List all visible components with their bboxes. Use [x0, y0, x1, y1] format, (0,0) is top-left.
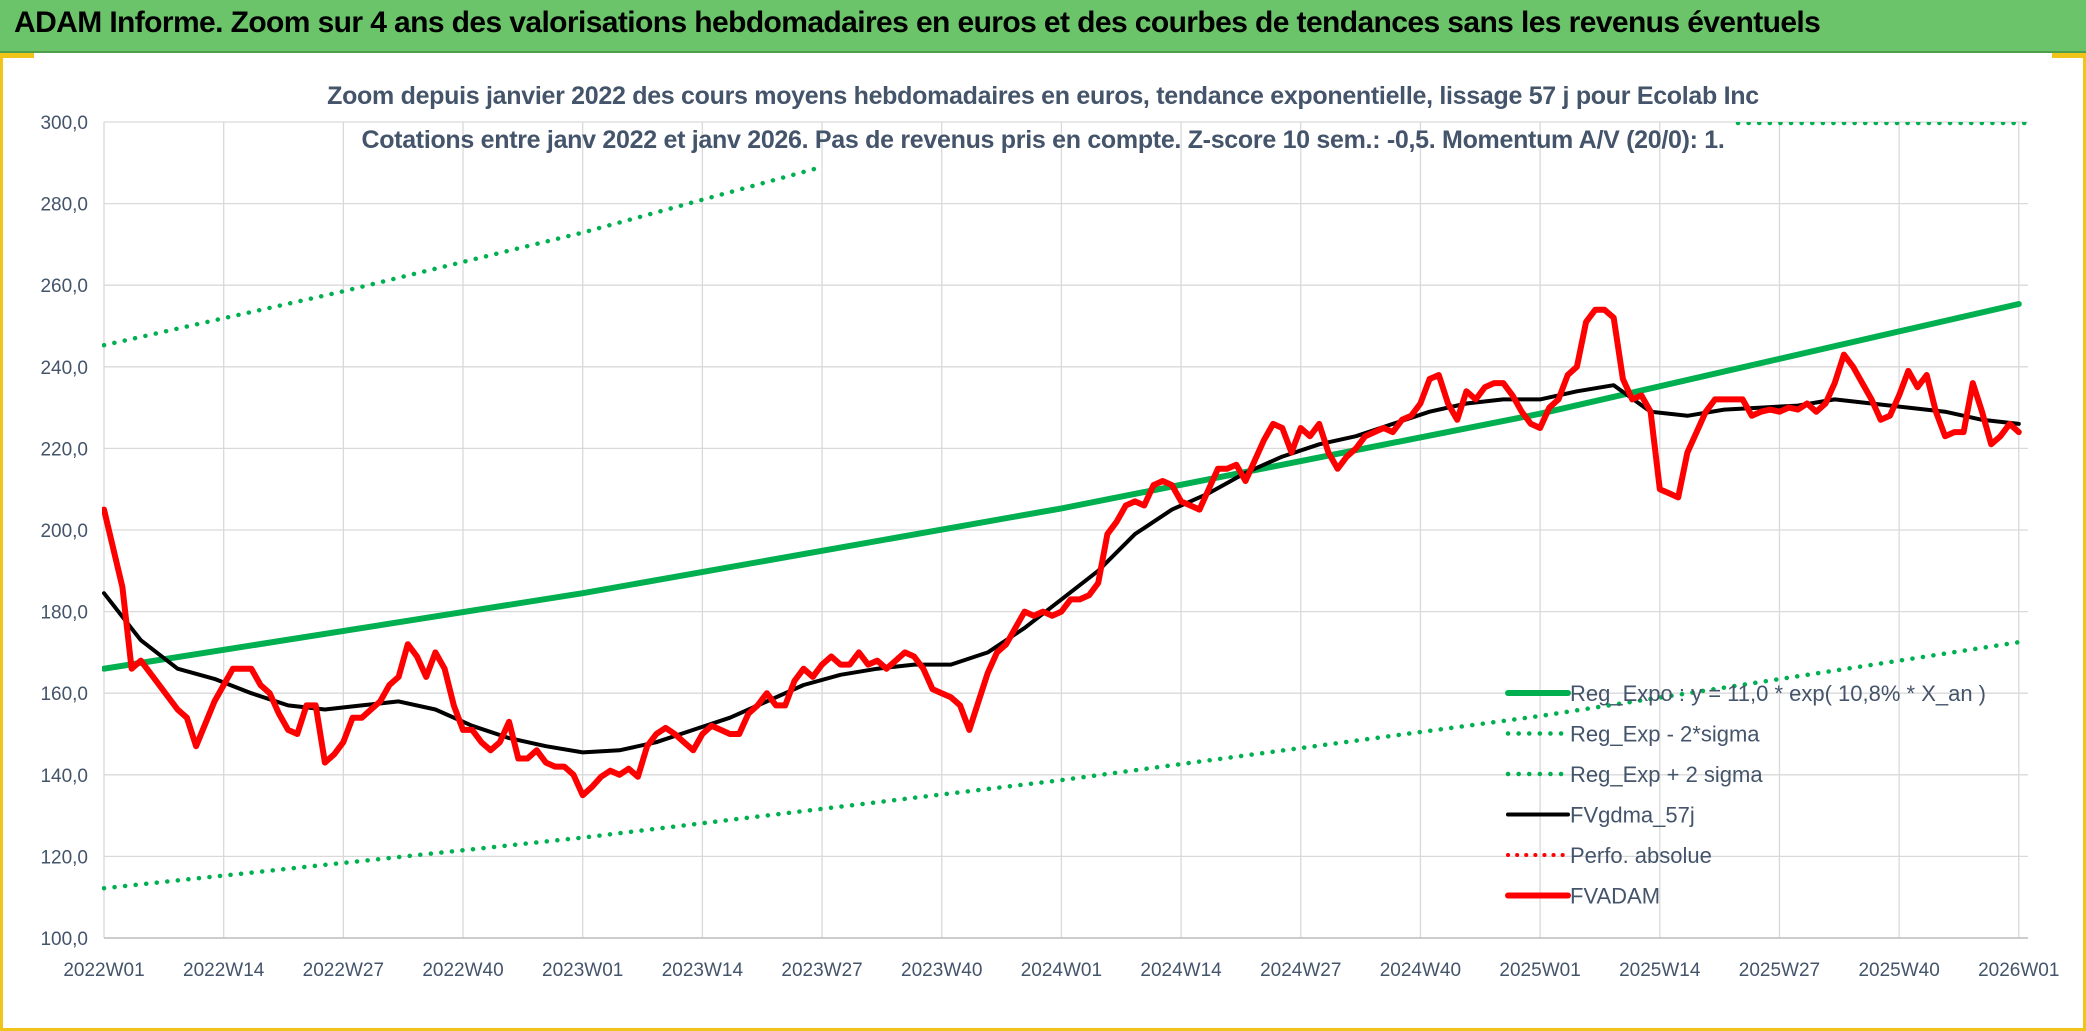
- y-tick-label: 220,0: [40, 439, 88, 460]
- chart-title-line2: Cotations entre janv 2022 et janv 2026. …: [361, 126, 1725, 154]
- report-title: ADAM Informe. Zoom sur 4 ans des valoris…: [14, 6, 1821, 39]
- legend: Reg_Expo : y = 11,0 * exp( 10,8% * X_an …: [1505, 681, 1986, 909]
- y-tick-label: 140,0: [40, 766, 88, 787]
- x-tick-label: 2026W01: [1978, 960, 2059, 981]
- legend-label-2: Reg_Exp + 2 sigma: [1570, 762, 1763, 787]
- y-tick-label: 240,0: [40, 358, 88, 379]
- legend-label-3: FVgdma_57j: [1570, 803, 1695, 828]
- y-tick-label: 180,0: [40, 603, 88, 624]
- chart-title-line1: Zoom depuis janvier 2022 des cours moyen…: [327, 82, 1759, 110]
- x-tick-label: 2025W14: [1619, 960, 1701, 981]
- series-layer: [102, 122, 2030, 891]
- legend-label-0: Reg_Expo : y = 11,0 * exp( 10,8% * X_an …: [1570, 681, 1986, 706]
- x-tick-label: 2025W01: [1499, 960, 1580, 981]
- banner-accent-left: [0, 53, 34, 58]
- y-tick-label: 200,0: [40, 521, 88, 542]
- x-tick-label: 2022W40: [422, 960, 503, 981]
- banner-accent-right: [2052, 53, 2086, 58]
- x-tick-label: 2022W14: [183, 960, 265, 981]
- x-tick-label: 2022W01: [63, 960, 144, 981]
- y-axis-ticks: 300,0 280,0 260,0 240,0 220,0 200,0 180,0 160,0…: [40, 113, 88, 950]
- x-axis-ticks: 2022W01 2022W14 2022W27 2022W40 2023W01 2023W…: [63, 960, 2059, 981]
- x-tick-label: 2024W27: [1260, 960, 1341, 981]
- y-tick-label: 160,0: [40, 684, 88, 705]
- legend-label-1: Reg_Exp - 2*sigma: [1570, 722, 1760, 747]
- y-tick-label: 300,0: [40, 113, 88, 134]
- series-line-0: [102, 301, 2022, 672]
- series-line-5: [102, 306, 2022, 799]
- x-tick-label: 2024W01: [1021, 960, 1102, 981]
- y-tick-label: 280,0: [40, 195, 88, 216]
- y-tick-label: 120,0: [40, 847, 88, 868]
- x-tick-label: 2022W27: [303, 960, 384, 981]
- legend-label-4: Perfo. absolue: [1570, 843, 1712, 868]
- y-tick-label: 260,0: [40, 276, 88, 297]
- x-tick-label: 2024W14: [1140, 960, 1222, 981]
- x-tick-label: 2023W01: [542, 960, 623, 981]
- x-tick-label: 2025W27: [1739, 960, 1820, 981]
- series-line-1: [102, 639, 2022, 891]
- x-tick-label: 2023W14: [662, 960, 744, 981]
- x-tick-label: 2025W40: [1858, 960, 1939, 981]
- x-tick-label: 2024W40: [1380, 960, 1461, 981]
- grid-layer: [103, 121, 2028, 939]
- report-banner: ADAM Informe. Zoom sur 4 ans des valoris…: [0, 0, 2086, 53]
- legend-label-5: FVADAM: [1570, 884, 1660, 909]
- x-tick-label: 2023W27: [781, 960, 862, 981]
- series-line-2: [102, 164, 825, 348]
- y-tick-label: 100,0: [40, 929, 88, 950]
- x-tick-label: 2023W40: [901, 960, 982, 981]
- series-line-3: [102, 383, 2021, 755]
